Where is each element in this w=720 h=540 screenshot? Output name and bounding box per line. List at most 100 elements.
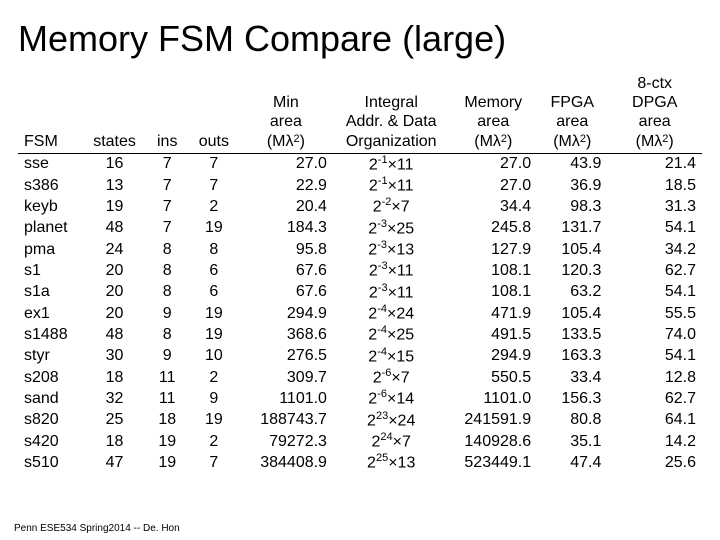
cell-fpga: 43.9 xyxy=(537,153,607,175)
cell-fpga: 133.5 xyxy=(537,324,607,345)
col-ins: ins xyxy=(146,72,189,153)
cell-org: 2-6×14 xyxy=(333,388,449,409)
cell-fsm: s420 xyxy=(18,431,83,452)
cell-mem: 523449.1 xyxy=(449,452,537,473)
cell-org: 2-6×7 xyxy=(333,367,449,388)
cell-ins: 9 xyxy=(146,303,189,324)
cell-states: 25 xyxy=(83,410,145,431)
cell-mem: 140928.6 xyxy=(449,431,537,452)
cell-dpga: 55.5 xyxy=(607,303,702,324)
cell-ins: 7 xyxy=(146,218,189,239)
cell-min: 22.9 xyxy=(239,175,333,196)
cell-states: 18 xyxy=(83,367,145,388)
cell-mem: 108.1 xyxy=(449,260,537,281)
cell-fsm: keyb xyxy=(18,196,83,217)
footer-text: Penn ESE534 Spring2014 -- De. Hon xyxy=(14,523,180,534)
cell-outs: 19 xyxy=(189,410,239,431)
cell-mem: 1101.0 xyxy=(449,388,537,409)
cell-org: 2-2×7 xyxy=(333,196,449,217)
cell-mem: 294.9 xyxy=(449,346,537,367)
cell-dpga: 31.3 xyxy=(607,196,702,217)
cell-fpga: 105.4 xyxy=(537,303,607,324)
cell-org: 2-3×11 xyxy=(333,260,449,281)
cell-ins: 7 xyxy=(146,196,189,217)
table-row: styr30910276.52-4×15294.9163.354.1 xyxy=(18,346,702,367)
cell-mem: 108.1 xyxy=(449,282,537,303)
table-row: s51047197384408.9225×13523449.147.425.6 xyxy=(18,452,702,473)
page-title: Memory FSM Compare (large) xyxy=(18,18,702,60)
cell-ins: 8 xyxy=(146,282,189,303)
cell-mem: 27.0 xyxy=(449,153,537,175)
cell-ins: 19 xyxy=(146,452,189,473)
cell-min: 294.9 xyxy=(239,303,333,324)
cell-fsm: s510 xyxy=(18,452,83,473)
cell-org: 2-3×13 xyxy=(333,239,449,260)
cell-min: 79272.3 xyxy=(239,431,333,452)
col-fpga: FPGAarea(Mλ2) xyxy=(537,72,607,153)
cell-dpga: 21.4 xyxy=(607,153,702,175)
cell-dpga: 14.2 xyxy=(607,431,702,452)
table-row: s820251819188743.7223×24241591.980.864.1 xyxy=(18,410,702,431)
cell-org: 2-4×24 xyxy=(333,303,449,324)
cell-outs: 6 xyxy=(189,282,239,303)
cell-states: 24 xyxy=(83,239,145,260)
cell-outs: 7 xyxy=(189,175,239,196)
cell-fsm: planet xyxy=(18,218,83,239)
cell-org: 224×7 xyxy=(333,431,449,452)
table-row: s1a208667.62-3×11108.163.254.1 xyxy=(18,282,702,303)
cell-dpga: 18.5 xyxy=(607,175,702,196)
cell-min: 276.5 xyxy=(239,346,333,367)
cell-fsm: s1a xyxy=(18,282,83,303)
cell-states: 13 xyxy=(83,175,145,196)
table-row: s4201819279272.3224×7140928.635.114.2 xyxy=(18,431,702,452)
cell-states: 32 xyxy=(83,388,145,409)
cell-dpga: 62.7 xyxy=(607,388,702,409)
table-row: s1208667.62-3×11108.1120.362.7 xyxy=(18,260,702,281)
cell-fpga: 105.4 xyxy=(537,239,607,260)
cell-ins: 7 xyxy=(146,153,189,175)
col-org: IntegralAddr. & DataOrganization xyxy=(333,72,449,153)
col-min: Minarea(Mλ2) xyxy=(239,72,333,153)
cell-fsm: s1 xyxy=(18,260,83,281)
cell-fsm: ex1 xyxy=(18,303,83,324)
cell-mem: 491.5 xyxy=(449,324,537,345)
cell-dpga: 62.7 xyxy=(607,260,702,281)
cell-outs: 19 xyxy=(189,218,239,239)
cell-fpga: 35.1 xyxy=(537,431,607,452)
cell-min: 184.3 xyxy=(239,218,333,239)
cell-org: 2-3×25 xyxy=(333,218,449,239)
cell-states: 16 xyxy=(83,153,145,175)
cell-fpga: 120.3 xyxy=(537,260,607,281)
cell-min: 1101.0 xyxy=(239,388,333,409)
cell-org: 2-4×25 xyxy=(333,324,449,345)
cell-outs: 2 xyxy=(189,367,239,388)
cell-dpga: 54.1 xyxy=(607,218,702,239)
cell-ins: 8 xyxy=(146,260,189,281)
table-row: sse167727.02-1×1127.043.921.4 xyxy=(18,153,702,175)
cell-min: 95.8 xyxy=(239,239,333,260)
cell-dpga: 54.1 xyxy=(607,282,702,303)
cell-outs: 19 xyxy=(189,303,239,324)
cell-ins: 7 xyxy=(146,175,189,196)
cell-states: 47 xyxy=(83,452,145,473)
cell-mem: 34.4 xyxy=(449,196,537,217)
cell-outs: 19 xyxy=(189,324,239,345)
cell-states: 19 xyxy=(83,196,145,217)
cell-states: 18 xyxy=(83,431,145,452)
cell-ins: 19 xyxy=(146,431,189,452)
cell-states: 48 xyxy=(83,324,145,345)
cell-org: 2-1×11 xyxy=(333,153,449,175)
cell-outs: 2 xyxy=(189,196,239,217)
cell-min: 20.4 xyxy=(239,196,333,217)
col-dpga: 8-ctx DPGAarea(Mλ2) xyxy=(607,72,702,153)
cell-dpga: 12.8 xyxy=(607,367,702,388)
col-outs: outs xyxy=(189,72,239,153)
table-row: s386137722.92-1×1127.036.918.5 xyxy=(18,175,702,196)
cell-outs: 9 xyxy=(189,388,239,409)
cell-min: 67.6 xyxy=(239,282,333,303)
cell-ins: 11 xyxy=(146,367,189,388)
cell-min: 27.0 xyxy=(239,153,333,175)
cell-min: 188743.7 xyxy=(239,410,333,431)
cell-fsm: sse xyxy=(18,153,83,175)
cell-ins: 9 xyxy=(146,346,189,367)
